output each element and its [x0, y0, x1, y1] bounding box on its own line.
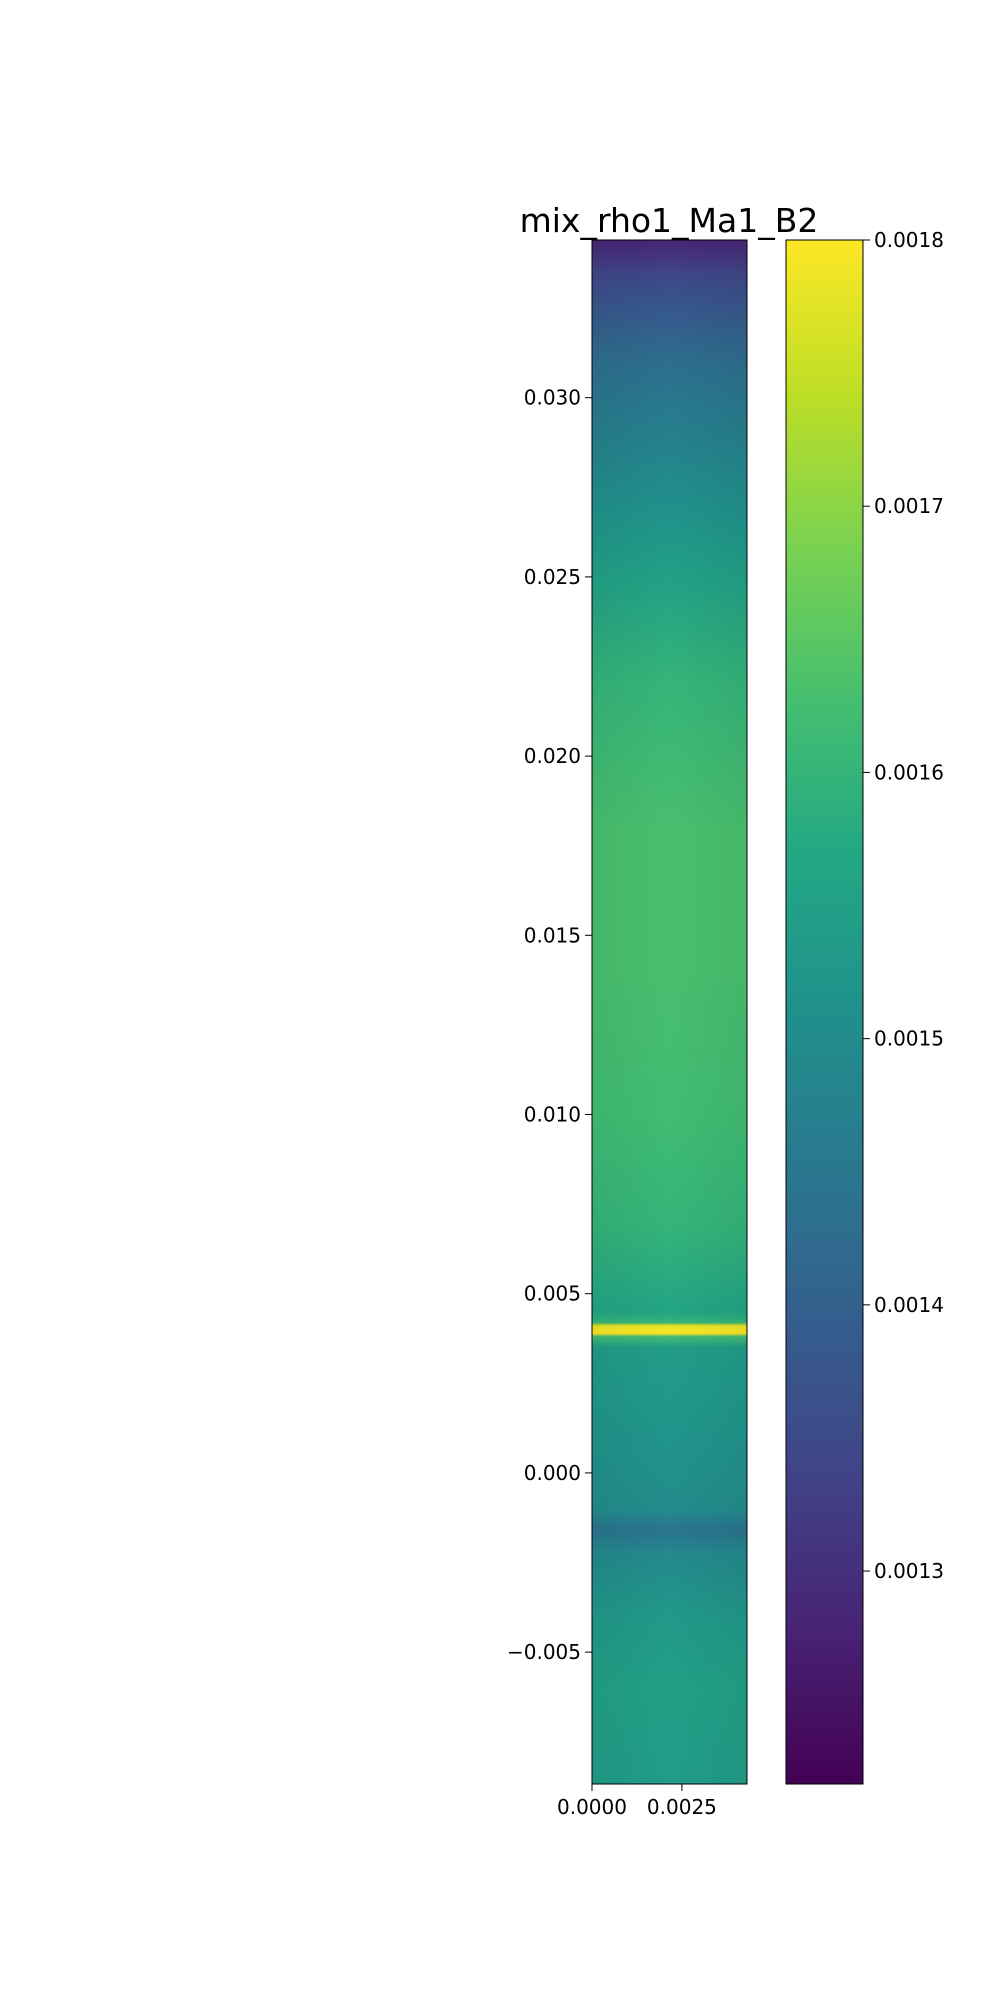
y-tick-label: 0.020	[524, 744, 581, 768]
heatmap-frame	[591, 239, 748, 1785]
heatmap-texture	[592, 240, 747, 1784]
y-tick-label: 0.025	[524, 565, 581, 589]
y-axis: −0.005 0.000 0.005 0.010 0.015 0.020 0.025 0.03…	[507, 386, 592, 1664]
y-tick-label: 0.030	[524, 386, 581, 410]
colorbar-tick-label: 0.0018	[874, 228, 944, 252]
y-tick-label: −0.005	[507, 1640, 581, 1664]
x-tick-label: 0.0000	[557, 1795, 627, 1819]
colorbar: 0.0013 0.0014 0.0015 0.0016 0.0017 0.0018	[785, 228, 944, 1785]
colorbar-tick-label: 0.0016	[874, 760, 944, 784]
y-tick-label: 0.015	[524, 923, 581, 947]
colorbar-tick-label: 0.0014	[874, 1293, 944, 1317]
y-tick-label: 0.010	[524, 1103, 581, 1127]
colorbar-frame	[785, 239, 864, 1785]
heatmap-plot: −0.005 0.000 0.005 0.010 0.015 0.020 0.025 0.03…	[507, 239, 748, 1819]
x-tick-label: 0.0025	[647, 1795, 717, 1819]
y-tick-label: 0.000	[524, 1461, 581, 1485]
colorbar-axis: 0.0013 0.0014 0.0015 0.0016 0.0017 0.0018	[863, 228, 944, 1583]
x-axis: 0.0000 0.0025	[557, 1784, 717, 1819]
colorbar-tick-label: 0.0013	[874, 1559, 944, 1583]
colorbar-fill	[786, 240, 863, 1784]
colorbar-tick-label: 0.0015	[874, 1027, 944, 1051]
chart-title: mix_rho1_Ma1_B2	[520, 201, 819, 240]
colorbar-tick-label: 0.0017	[874, 494, 944, 518]
y-tick-label: 0.005	[524, 1282, 581, 1306]
